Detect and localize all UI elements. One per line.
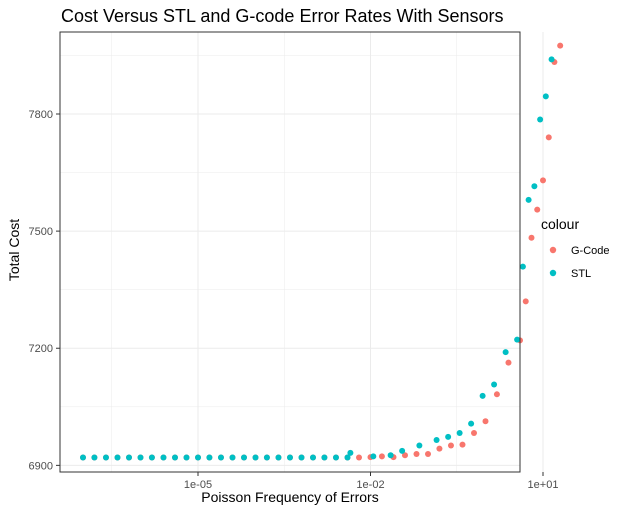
point-stl [171,454,178,461]
point-stl [433,436,440,443]
point-g-code [471,429,477,436]
point-stl [286,454,293,461]
point-stl [445,433,452,440]
point-stl [416,442,423,449]
x-tick-label: 1e-05 [184,479,212,491]
point-stl [531,183,538,190]
point-stl [332,454,339,461]
point-stl [217,454,224,461]
point-stl [387,452,394,459]
point-g-code [545,134,552,141]
point-stl [263,454,270,461]
point-stl [148,454,155,461]
y-axis-title: Total Cost [6,219,22,281]
x-tick-label: 1e+01 [528,479,559,491]
point-g-code [436,445,443,452]
point-stl [491,381,498,388]
point-stl [502,349,509,356]
point-stl [519,263,526,270]
point-stl [514,336,521,343]
plot-border [59,31,521,473]
point-g-code [425,451,431,458]
point-stl [114,454,121,461]
point-stl [479,392,486,399]
point-stl [137,454,144,461]
point-stl [542,93,549,100]
point-g-code [493,391,500,398]
point-stl [183,454,190,461]
point-stl [370,453,377,460]
point-stl [275,454,282,461]
point-g-code [378,453,385,460]
point-stl [195,454,201,461]
point-g-code [505,359,512,366]
grid-lines [60,32,544,472]
point-stl [160,454,167,461]
point-g-code [528,234,535,241]
point-g-code [447,442,454,449]
point-stl [399,447,406,454]
legend-label-g-code: G-Code [571,245,610,257]
plot-background [60,32,520,472]
point-stl [252,454,259,461]
chart-title: Cost Versus STL and G-code Error Rates W… [61,6,504,26]
x-tick-label: 1e-02 [356,479,384,491]
point-g-code [557,42,564,49]
point-stl [102,454,109,461]
point-stl [548,56,555,63]
y-tick-label: 7200 [29,343,53,355]
point-g-code [540,177,546,184]
point-stl [229,454,236,461]
y-tick-label: 7500 [29,226,53,238]
point-stl [468,420,475,427]
point-stl [241,454,247,461]
point-g-code [401,452,408,459]
legend: colour G-Code STL [541,216,610,280]
point-g-code [413,451,420,458]
legend-label-stl: STL [571,268,591,280]
point-stl [126,454,132,461]
point-stl [344,454,351,461]
point-g-code [534,206,541,213]
point-g-code [459,441,466,448]
point-stl [206,454,213,461]
point-g-code [522,298,529,305]
point-stl [347,449,354,456]
point-g-code [482,418,489,425]
point-stl [321,454,328,461]
point-stl [91,454,98,461]
x-axis-ticks: 1e-05 1e-02 1e+01 [184,472,559,491]
point-stl [310,454,316,461]
legend-swatch-stl [549,269,557,277]
data-points [80,42,564,461]
y-axis-ticks: 6900 7200 7500 7800 [29,109,60,472]
legend-title: colour [541,216,579,232]
point-g-code [356,454,362,461]
legend-swatch-g-code [549,246,557,254]
point-stl [537,116,544,123]
point-stl [80,454,86,461]
y-tick-label: 7800 [29,109,53,121]
y-tick-label: 6900 [29,460,53,472]
point-stl [456,429,463,436]
point-stl [298,454,305,461]
point-stl [525,196,532,203]
x-axis-title: Poisson Frequency of Errors [201,489,378,505]
